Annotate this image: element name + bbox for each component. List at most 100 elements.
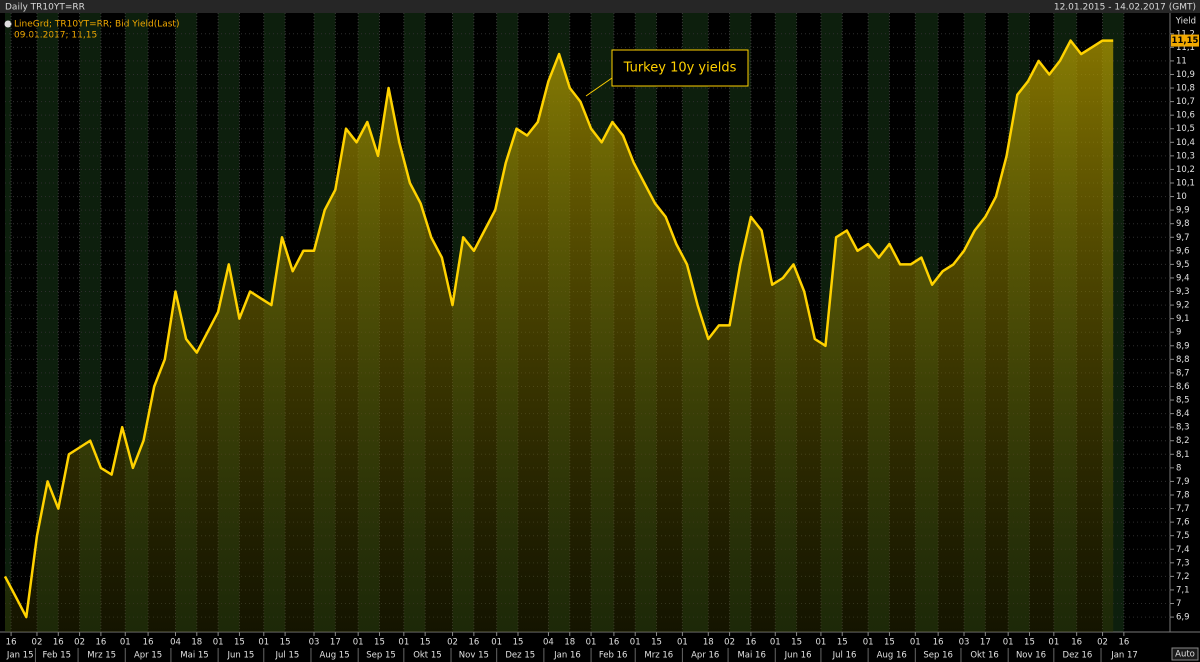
- x-tick-label: 16: [6, 638, 17, 648]
- y-tick-label: 9,4: [1176, 273, 1190, 283]
- y-tick-label: 7,7: [1176, 504, 1190, 514]
- month-label: Mai 16: [737, 651, 765, 661]
- legend-detail: 09.01.2017; 11,15: [14, 31, 97, 41]
- month-label: Jun 16: [784, 651, 812, 661]
- y-tick-label: 7,1: [1176, 585, 1190, 595]
- x-tick-label: 15: [513, 638, 524, 648]
- y-tick-label: 8,8: [1176, 355, 1190, 365]
- legend-entry: LineGrd; TR10YT=RR; Bid Yield(Last): [14, 20, 179, 30]
- x-tick-label: 01: [353, 638, 364, 648]
- y-tick-label: 8,7: [1176, 368, 1190, 378]
- y-tick-label: 7,3: [1176, 558, 1190, 568]
- y-tick-label: 9,2: [1176, 301, 1190, 311]
- x-tick-label: 15: [651, 638, 662, 648]
- month-label: Jan 15: [6, 651, 34, 661]
- x-tick-label: 01: [770, 638, 781, 648]
- y-tick-label: 10,8: [1176, 84, 1195, 94]
- month-label: Okt 15: [413, 651, 441, 661]
- y-axis-label: Yield: [1175, 17, 1196, 27]
- x-tick-label: 02: [32, 638, 43, 648]
- month-label: Mrz 16: [644, 651, 673, 661]
- x-tick-label: 01: [910, 638, 921, 648]
- y-tick-label: 9,9: [1176, 206, 1190, 216]
- month-label: Dez 15: [505, 651, 535, 661]
- y-tick-label: 7,6: [1176, 518, 1190, 528]
- x-tick-label: 16: [53, 638, 64, 648]
- y-tick-label: 8: [1176, 463, 1181, 473]
- y-tick-label: 9,3: [1176, 287, 1190, 297]
- month-label: Aug 16: [877, 651, 907, 661]
- annotation-pointer: [585, 77, 613, 97]
- auto-button[interactable]: [1171, 647, 1199, 661]
- month-label: Jun 15: [227, 651, 255, 661]
- x-tick-label: 18: [564, 638, 575, 648]
- x-tick-label: 01: [398, 638, 409, 648]
- month-label: Mai 15: [180, 651, 208, 661]
- x-tick-label: 04: [170, 638, 181, 648]
- x-tick-label: 16: [95, 638, 106, 648]
- y-tick-label: 10,4: [1176, 138, 1195, 148]
- annotation-box: [611, 49, 749, 87]
- y-tick-label: 7,9: [1176, 477, 1190, 487]
- y-tick-label: 9,5: [1176, 260, 1190, 270]
- y-tick-label: 7,2: [1176, 572, 1190, 582]
- x-tick-label: 02: [447, 638, 458, 648]
- y-tick-label: 7: [1176, 599, 1181, 609]
- chart-title: Daily TR10YT=RR: [5, 3, 85, 13]
- y-tick-label: 8,4: [1176, 409, 1190, 419]
- last-value-box: [1171, 34, 1199, 47]
- header-bar: [0, 0, 1200, 13]
- band: [36, 13, 59, 632]
- x-tick-label: 02: [724, 638, 735, 648]
- x-tick-label: 16: [143, 638, 154, 648]
- x-tick-label: 17: [330, 638, 341, 648]
- y-tick-label: 10,2: [1176, 165, 1195, 175]
- y-tick-label: 7,5: [1176, 531, 1190, 541]
- x-tick-label: 04: [543, 638, 554, 648]
- month-label: Nov 15: [459, 651, 489, 661]
- legend-icon[interactable]: [4, 20, 12, 28]
- x-tick-label: 01: [1003, 638, 1014, 648]
- month-label: Dez 16: [1063, 651, 1093, 661]
- x-tick-label: 18: [703, 638, 714, 648]
- y-tick-label: 8,2: [1176, 436, 1190, 446]
- x-tick-label: 15: [234, 638, 245, 648]
- x-tick-label: 15: [884, 638, 895, 648]
- x-tick-label: 16: [933, 638, 944, 648]
- annotation: Turkey 10y yields: [623, 61, 737, 76]
- month-label: Aug 15: [320, 651, 350, 661]
- month-label: Jul 15: [274, 651, 299, 661]
- month-label: Nov 16: [1016, 651, 1046, 661]
- y-tick-label: 9,7: [1176, 233, 1190, 243]
- band: [5, 13, 12, 632]
- month-label: Sep 15: [366, 651, 396, 661]
- y-tick-label: 8,1: [1176, 450, 1190, 460]
- y-tick-label: 10,5: [1176, 124, 1195, 134]
- y-tick-label: 7,4: [1176, 545, 1190, 555]
- month-label: Jan 17: [1110, 651, 1138, 661]
- x-tick-label: 15: [280, 638, 291, 648]
- month-label: Okt 16: [970, 651, 998, 661]
- x-tick-label: 01: [863, 638, 874, 648]
- y-tick-label: 7,8: [1176, 490, 1190, 500]
- x-tick-label: 16: [1071, 638, 1082, 648]
- x-tick-label: 01: [816, 638, 827, 648]
- x-tick-label: 18: [191, 638, 202, 648]
- y-tick-label: 9,8: [1176, 219, 1190, 229]
- month-label: Apr 15: [134, 651, 162, 661]
- area-fill: [5, 40, 1114, 633]
- y-tick-label: 9: [1176, 328, 1181, 338]
- x-tick-label: 17: [980, 638, 991, 648]
- x-tick-label: 15: [374, 638, 385, 648]
- month-label: Feb 16: [599, 651, 628, 661]
- month-label: Apr 16: [691, 651, 719, 661]
- x-tick-label: 15: [837, 638, 848, 648]
- auto-button-label: Auto: [1175, 650, 1195, 660]
- x-tick-label: 15: [420, 638, 431, 648]
- x-tick-label: 01: [258, 638, 269, 648]
- line: [3, 39, 1114, 619]
- x-tick-label: 15: [1024, 638, 1035, 648]
- y-tick-label: 10,9: [1176, 70, 1195, 80]
- month-label: Jan 16: [553, 651, 581, 661]
